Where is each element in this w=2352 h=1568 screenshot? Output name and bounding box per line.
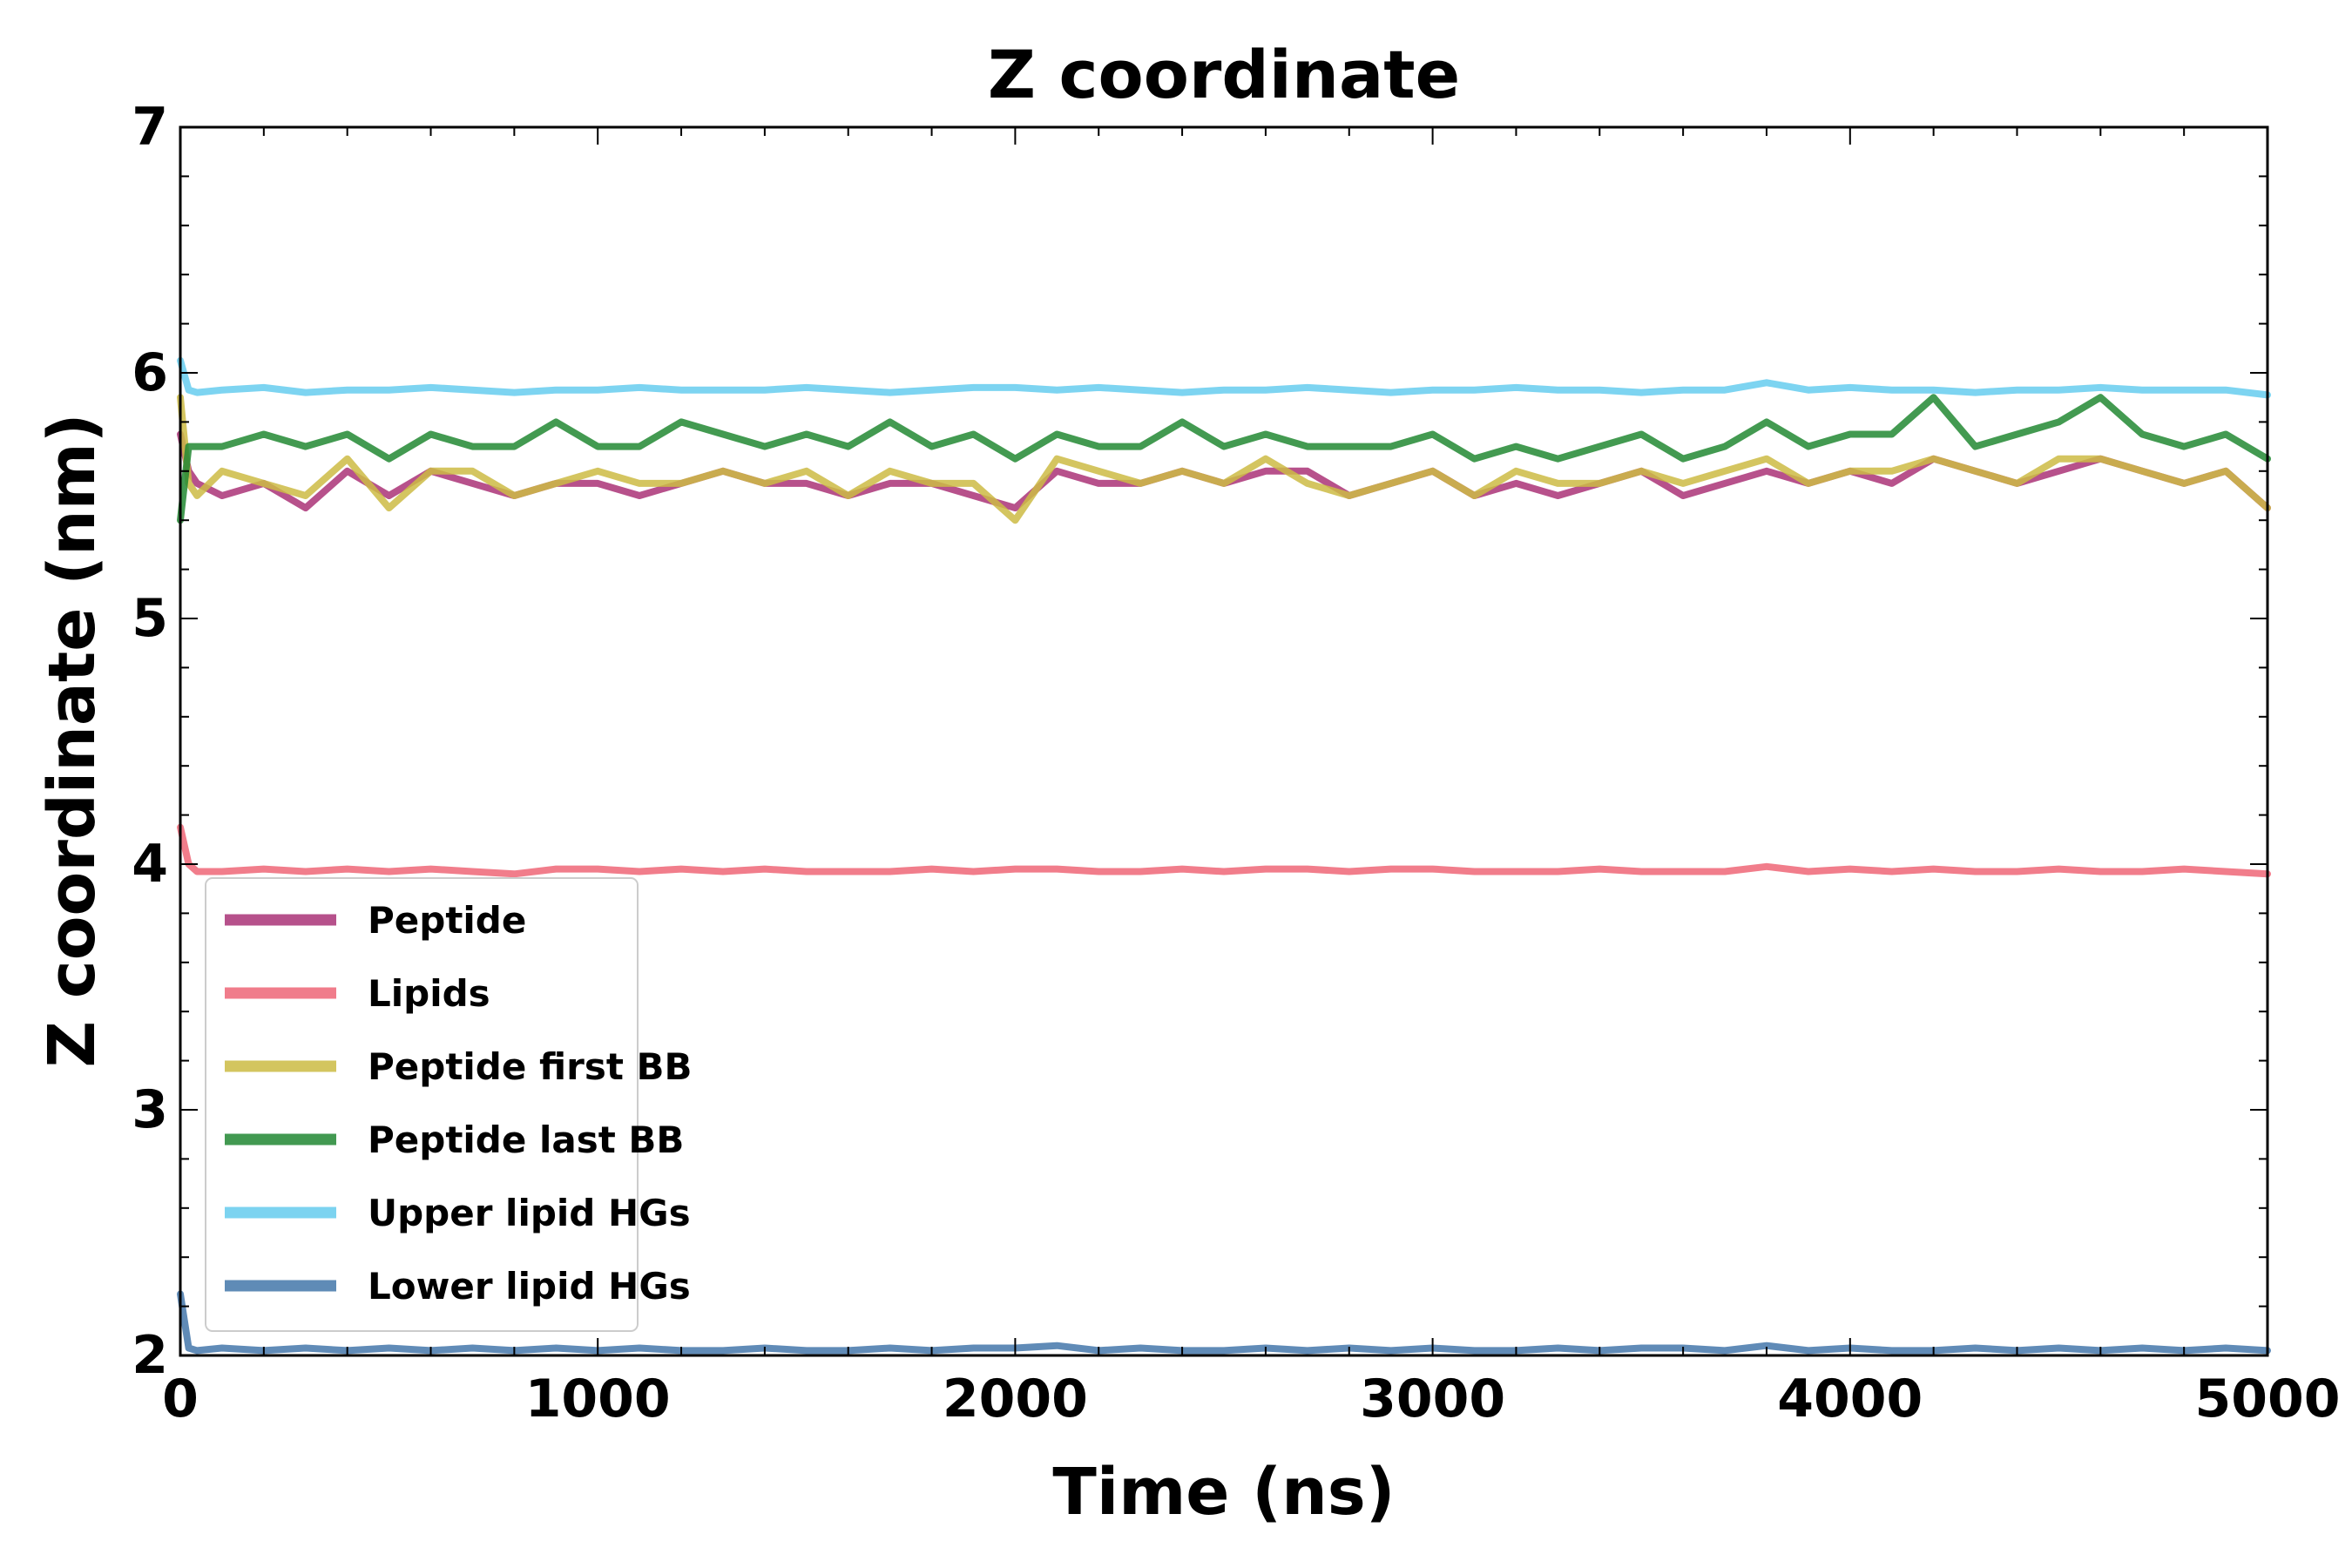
legend-label: Lipids xyxy=(368,972,490,1015)
x-tick-label: 4000 xyxy=(1777,1369,1923,1429)
series-line-3 xyxy=(177,394,2271,524)
legend-label: Lower lipid HGs xyxy=(368,1265,691,1308)
series-line-4 xyxy=(177,356,2271,399)
y-tick-label: 7 xyxy=(132,97,168,158)
y-tick-label: 2 xyxy=(132,1325,168,1386)
legend-label: Peptide xyxy=(368,899,526,942)
x-tick-label: 5000 xyxy=(2195,1369,2341,1429)
series-line-1 xyxy=(177,823,2271,878)
y-tick-label: 4 xyxy=(132,834,168,895)
legend-label: Upper lipid HGs xyxy=(368,1192,691,1234)
chart-title: Z coordinate xyxy=(988,36,1460,113)
legend-label: Peptide last BB xyxy=(368,1119,684,1161)
plot-frame xyxy=(179,125,2269,1357)
y-tick-label: 5 xyxy=(132,588,168,649)
ticks-layer: 0 1000 2000 3000 4000 5000 2 3 4 5 6 7 xyxy=(132,97,2340,1429)
x-tick-label: 3000 xyxy=(1360,1369,1505,1429)
y-axis-label: Z coordinate (nm) xyxy=(35,413,110,1067)
legend-box xyxy=(205,877,639,1332)
x-tick-label: 2000 xyxy=(943,1369,1088,1429)
x-tick-label: 1000 xyxy=(525,1369,671,1429)
y-tick-label: 3 xyxy=(132,1079,168,1140)
legend: Peptide Lipids Peptide first BB Peptide las… xyxy=(205,877,693,1332)
x-axis-label: Time (ns) xyxy=(1052,1455,1395,1530)
y-tick-label: 6 xyxy=(132,342,168,403)
series-line-2 xyxy=(177,394,2271,524)
legend-label: Peptide first BB xyxy=(368,1045,693,1088)
x-tick-label: 0 xyxy=(162,1369,199,1429)
